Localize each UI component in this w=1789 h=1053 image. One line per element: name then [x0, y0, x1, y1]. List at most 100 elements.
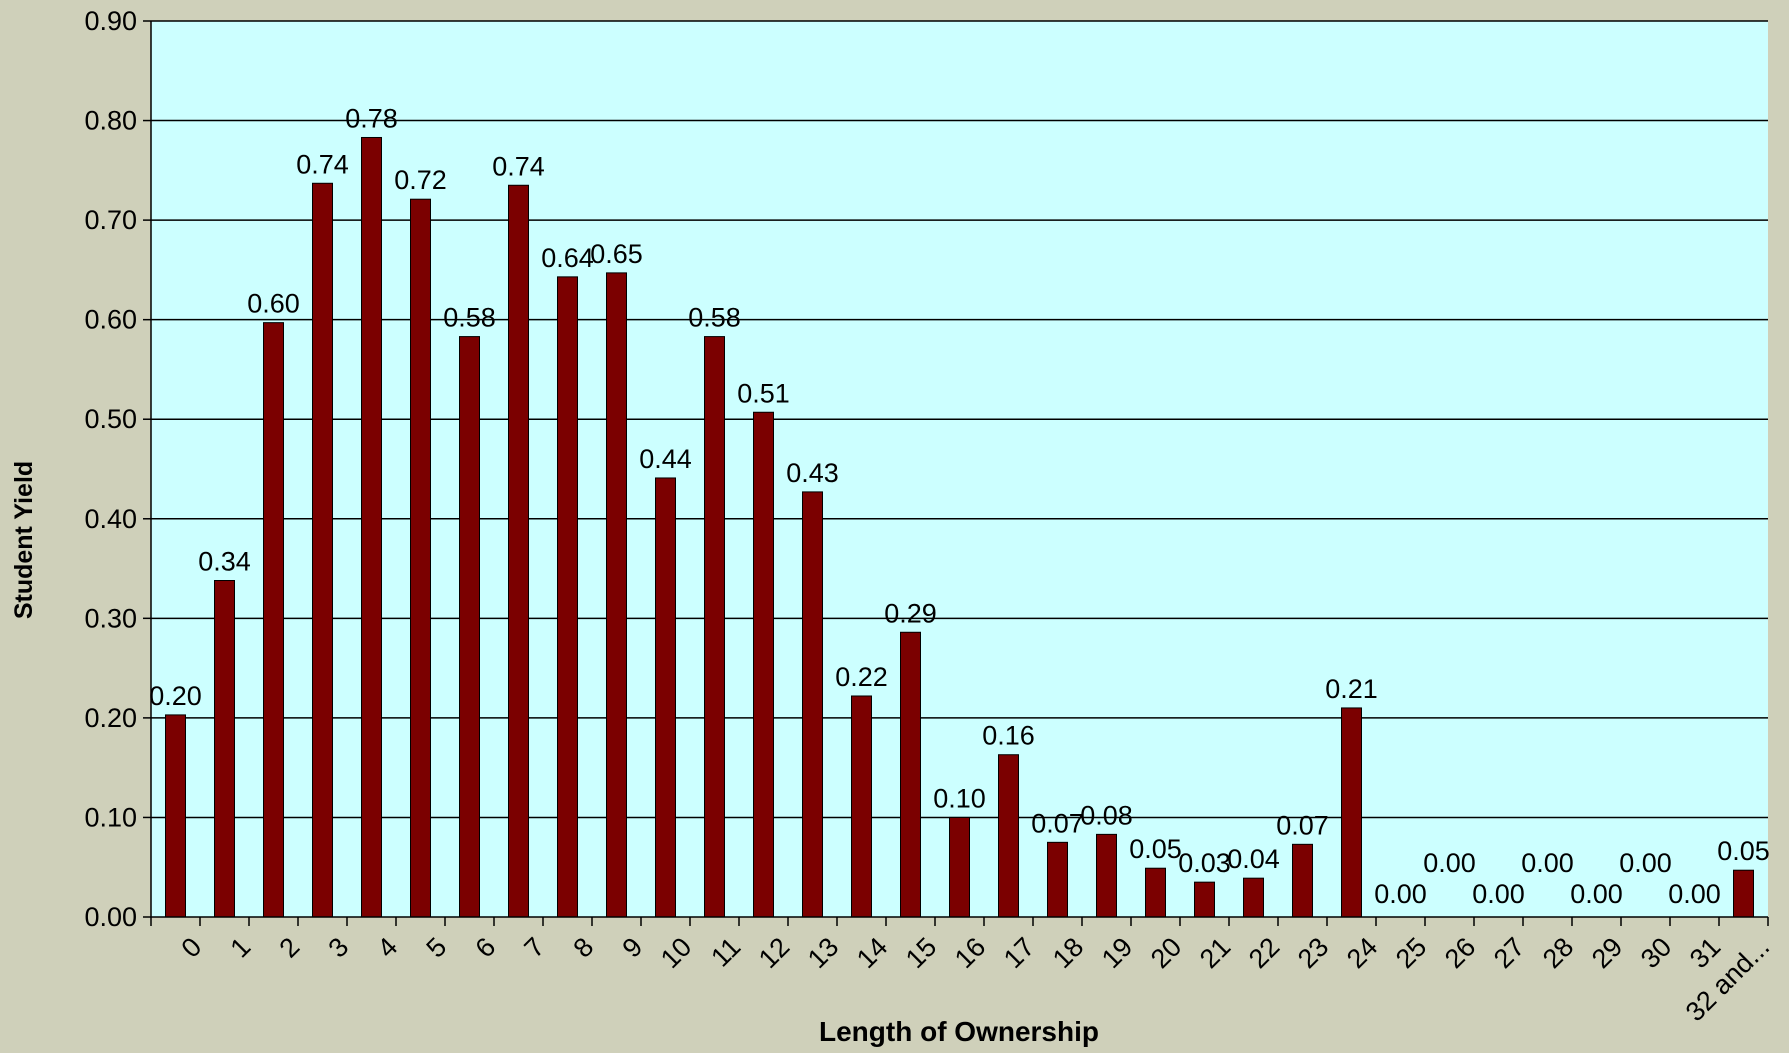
- data-label: 0.00: [1521, 848, 1574, 878]
- bar: [508, 184, 529, 918]
- bar: [1733, 869, 1754, 918]
- x-tick-label: 7: [518, 932, 550, 964]
- data-label: 0.74: [492, 151, 545, 181]
- x-tick-label: 29: [1586, 932, 1628, 974]
- y-axis-title: Student Yield: [10, 461, 38, 619]
- data-label: 0.00: [1374, 879, 1427, 909]
- data-label: 0.00: [1423, 848, 1476, 878]
- data-label: 0.00: [1668, 879, 1721, 909]
- x-tick-label: 10: [655, 932, 697, 974]
- x-tick-label: 22: [1243, 932, 1285, 974]
- x-tick-label: 18: [1047, 932, 1089, 974]
- bar: [900, 631, 921, 918]
- data-label: 0.44: [639, 444, 692, 474]
- x-tick-label: 15: [900, 932, 942, 974]
- bar: [263, 322, 284, 918]
- data-label: 0.72: [394, 165, 447, 195]
- data-label: 0.00: [1570, 879, 1623, 909]
- bar: [998, 754, 1019, 918]
- x-tick-label: 27: [1488, 932, 1530, 974]
- data-labels: 0.20 0.34 0.60 0.74 0.78 0.72 0.58 0.74 0.640.65…: [149, 103, 1770, 909]
- bar: [214, 580, 235, 918]
- data-label: 0.34: [198, 547, 251, 577]
- y-tick-label: 0.70: [84, 205, 137, 235]
- bar: [165, 714, 186, 918]
- data-label: 0.22: [835, 662, 888, 692]
- x-tick-label: 20: [1145, 932, 1187, 974]
- data-label: 0.10: [933, 783, 986, 813]
- data-label: 0.29: [884, 598, 937, 628]
- data-label: 0.74: [296, 149, 349, 179]
- bar: [1047, 841, 1068, 918]
- x-tick-label: 26: [1439, 932, 1481, 974]
- y-tick-label: 0.40: [84, 504, 137, 534]
- x-tick-label: 2: [273, 932, 305, 964]
- bar: [606, 272, 627, 918]
- x-tick-label: 9: [616, 932, 648, 964]
- x-axis-title: Length of Ownership: [819, 1016, 1099, 1047]
- data-label: 0.07: [1276, 810, 1329, 840]
- data-label: 0.16: [982, 721, 1035, 751]
- x-tick-label: 3: [322, 932, 354, 964]
- data-label: 0.78: [345, 103, 398, 133]
- data-label: 0.60: [247, 289, 300, 319]
- x-tick-label: 8: [567, 932, 599, 964]
- y-tick-label: 0.60: [84, 305, 137, 335]
- x-tick-label: 13: [802, 932, 844, 974]
- data-label: 0.00: [1619, 848, 1672, 878]
- x-tick-label: 4: [371, 932, 403, 964]
- x-tick-label: 21: [1194, 932, 1236, 974]
- bar: [1096, 833, 1117, 918]
- bar: [312, 182, 333, 918]
- bar: [557, 276, 578, 918]
- x-tick-label: 14: [851, 932, 893, 974]
- x-tick-label: 17: [998, 932, 1040, 974]
- x-tick-label: 16: [949, 932, 991, 974]
- bar: [361, 136, 382, 918]
- data-label: 0.65: [590, 239, 643, 269]
- bar: [1194, 881, 1215, 918]
- bar: [704, 336, 725, 918]
- x-tick-label: 11: [705, 932, 746, 973]
- y-tick-label: 0.20: [84, 703, 137, 733]
- bar: [851, 695, 872, 918]
- data-label: 0.00: [1472, 879, 1525, 909]
- x-tick-label: 12: [753, 932, 795, 974]
- y-tick-label: 0.90: [84, 6, 137, 36]
- data-label: 0.20: [149, 681, 202, 711]
- bar: [1145, 867, 1166, 918]
- data-label: 0.21: [1325, 674, 1378, 704]
- x-tick-label: 0: [175, 932, 207, 964]
- x-tick-label: 19: [1096, 932, 1138, 974]
- bar: [1341, 707, 1362, 918]
- bar: [410, 198, 431, 918]
- y-tick-label: 0.80: [84, 106, 137, 136]
- bar: [802, 491, 823, 918]
- data-label: 0.43: [786, 458, 839, 488]
- x-tick-label: 5: [420, 932, 452, 964]
- bar: [1243, 877, 1264, 918]
- data-label: 0.08: [1080, 800, 1133, 830]
- x-tick-label: 1: [224, 932, 256, 964]
- bar: [753, 411, 774, 918]
- x-tick-label: 30: [1635, 932, 1677, 974]
- bar: [1292, 843, 1313, 918]
- data-label: 0.03: [1178, 848, 1231, 878]
- x-tick-label: 24: [1341, 932, 1383, 974]
- x-tick-label: 23: [1292, 932, 1334, 974]
- bar-series: [165, 136, 1754, 918]
- bar: [949, 816, 970, 918]
- data-label: 0.05: [1717, 836, 1770, 866]
- y-tick-label: 0.50: [84, 404, 137, 434]
- x-tick-label: 28: [1537, 932, 1579, 974]
- x-tick-label: 6: [469, 932, 501, 964]
- data-label: 0.04: [1227, 844, 1280, 874]
- x-tick-label: 25: [1390, 932, 1432, 974]
- data-label: 0.58: [443, 303, 496, 333]
- data-label: 0.64: [541, 243, 594, 273]
- data-label: 0.05: [1129, 834, 1182, 864]
- y-tick-label: 0.00: [84, 902, 137, 932]
- data-label: 0.07: [1031, 808, 1084, 838]
